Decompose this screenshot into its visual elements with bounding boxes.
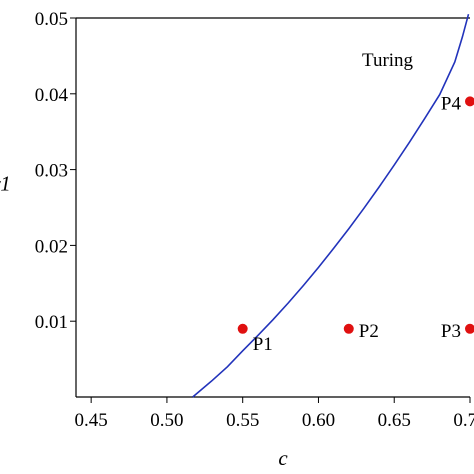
- point-p2: [343, 323, 354, 334]
- turing-curve-layer: [192, 13, 470, 398]
- point-label-p2: P2: [359, 321, 379, 342]
- y-tick-label: 0.02: [35, 236, 68, 257]
- turing-curve: [192, 13, 470, 398]
- points-layer: [237, 96, 474, 334]
- turing-label: Turing: [362, 50, 414, 71]
- point-p4: [465, 96, 474, 107]
- x-axis-title: c: [278, 446, 288, 470]
- x-tick-label: 0.50: [150, 410, 183, 431]
- y-tick-label: 0.03: [35, 161, 68, 182]
- x-tick-label: 0.60: [302, 410, 335, 431]
- point-label-p3: P3: [441, 321, 461, 342]
- x-tick-label: 0.65: [378, 410, 411, 431]
- y-axis-title: γ1: [0, 172, 11, 196]
- y-tick-label: 0.04: [35, 85, 69, 106]
- axes: 0.45 0.50 0.55 0.60 0.65 0.70 0.01 0.02 0.03 0.04…: [0, 9, 474, 470]
- point-label-p1: P1: [253, 334, 273, 355]
- labels-layer: Turing P1 P2 P3 P4: [253, 50, 462, 355]
- point-p1: [237, 323, 248, 334]
- point-label-p4: P4: [441, 93, 462, 114]
- x-tick-label: 0.55: [226, 410, 259, 431]
- x-tick-label: 0.70: [453, 410, 474, 431]
- x-tick-label: 0.45: [75, 410, 108, 431]
- y-tick-label: 0.05: [35, 9, 68, 30]
- point-p3: [465, 323, 474, 334]
- y-tick-label: 0.01: [35, 312, 68, 333]
